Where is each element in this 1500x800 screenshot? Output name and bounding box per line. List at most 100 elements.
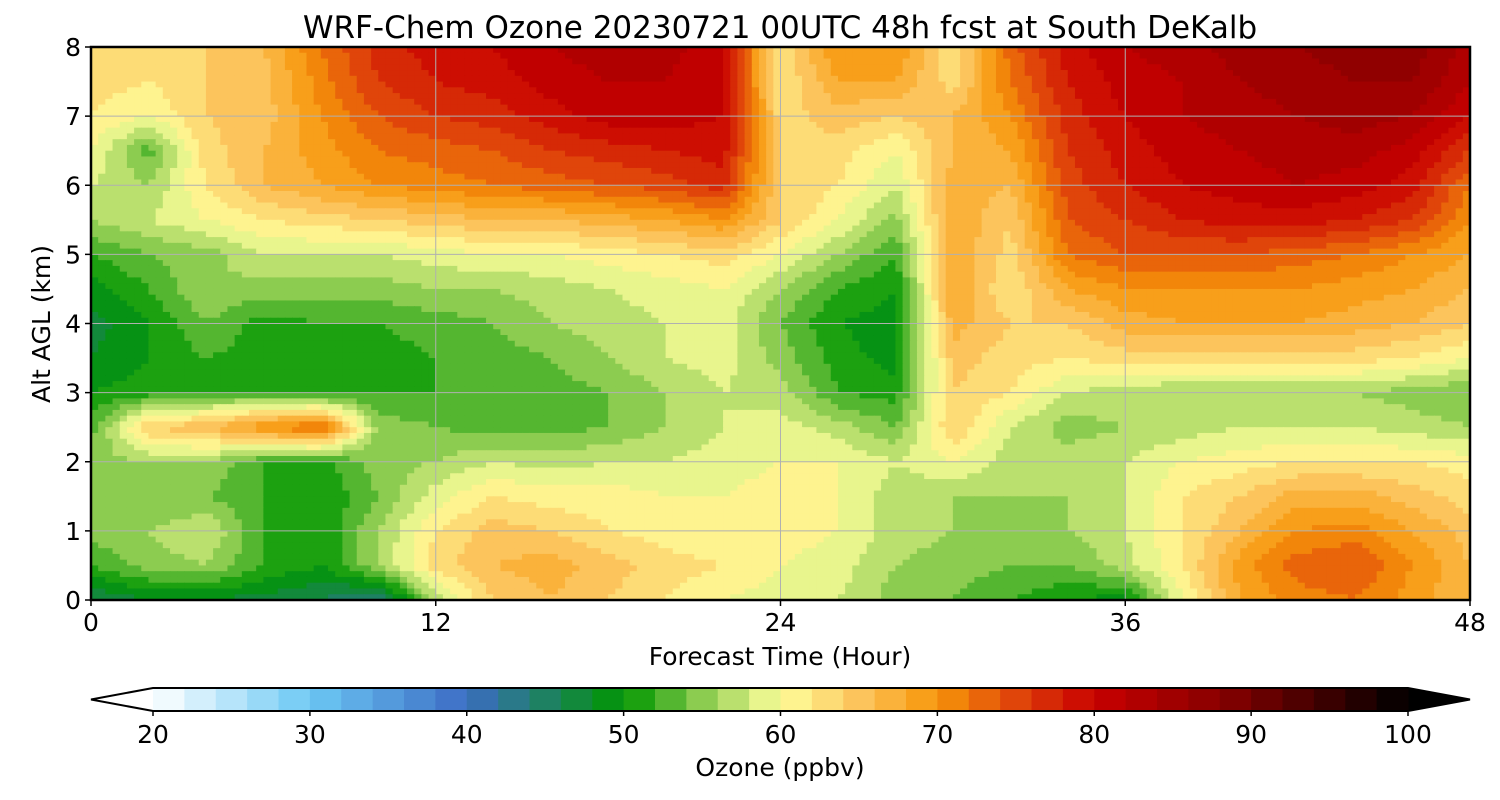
field-cell (1398, 59, 1406, 65)
field-cell (206, 53, 214, 59)
field-cell (184, 64, 192, 70)
field-cell (1089, 82, 1097, 88)
field-cell (335, 76, 343, 82)
field-cell (464, 82, 472, 88)
field-cell (917, 53, 925, 59)
field-cell (1018, 82, 1026, 88)
field-cell (543, 59, 551, 65)
field-cell (694, 76, 702, 82)
field-cell (1111, 76, 1119, 82)
field-cell (350, 70, 358, 76)
field-cell (1032, 64, 1040, 70)
field-cell (227, 76, 235, 82)
field-cell (1377, 82, 1385, 88)
field-cell (558, 64, 566, 70)
field-cell (1391, 64, 1399, 70)
field-cell (1147, 64, 1155, 70)
field-cell (1154, 82, 1162, 88)
field-cell (508, 76, 516, 82)
field-cell (1104, 70, 1112, 76)
field-cell (278, 87, 286, 93)
field-cell (874, 76, 882, 82)
field-cell (235, 76, 243, 82)
field-cell (615, 53, 623, 59)
field-cell (594, 70, 602, 76)
field-cell (1362, 64, 1370, 70)
field-cell (881, 70, 889, 76)
field-cell (249, 76, 257, 82)
field-cell (1384, 53, 1392, 59)
field-cell (1147, 53, 1155, 59)
field-cell (651, 82, 659, 88)
field-cell (967, 82, 975, 88)
field-cell (1398, 70, 1406, 76)
field-cell (1219, 76, 1227, 82)
field-cell (1283, 70, 1291, 76)
field-cell (982, 53, 990, 59)
field-cell (1369, 76, 1377, 82)
field-cell (98, 70, 106, 76)
field-cell (838, 76, 846, 82)
field-cell (1298, 53, 1306, 59)
field-cell (443, 64, 451, 70)
field-cell (479, 59, 487, 65)
field-cell (1305, 70, 1313, 76)
field-cell (1025, 76, 1033, 82)
field-cell (831, 53, 839, 59)
field-cell (278, 59, 286, 65)
field-cell (156, 59, 164, 65)
field-cell (536, 76, 544, 82)
field-cell (292, 76, 300, 82)
field-cell (543, 53, 551, 59)
field-cell (1369, 70, 1377, 76)
field-cell (1255, 64, 1263, 70)
field-cell (1434, 64, 1442, 70)
field-cell (1377, 70, 1385, 76)
field-cell (342, 53, 350, 59)
field-cell (1427, 64, 1435, 70)
field-cell (299, 64, 307, 70)
field-cell (536, 82, 544, 88)
field-cell (1305, 76, 1313, 82)
field-cell (644, 76, 652, 82)
field-cell (630, 76, 638, 82)
field-cell (917, 82, 925, 88)
field-cell (723, 64, 731, 70)
field-cell (587, 76, 595, 82)
field-cell (184, 82, 192, 88)
field-cell (1377, 64, 1385, 70)
field-cell (206, 64, 214, 70)
field-cell (594, 82, 602, 88)
field-cell (903, 70, 911, 76)
field-cell (220, 70, 228, 76)
field-cell (996, 64, 1004, 70)
field-cell (263, 53, 271, 59)
field-cell (1118, 82, 1126, 88)
field-cell (206, 87, 214, 93)
field-cell (1290, 82, 1298, 88)
field-cell (903, 59, 911, 65)
field-cell (1125, 53, 1133, 59)
field-cell (1161, 70, 1169, 76)
field-cell (910, 64, 918, 70)
field-cell (1290, 59, 1298, 65)
field-cell (895, 82, 903, 88)
field-cell (608, 53, 616, 59)
field-cell (1362, 76, 1370, 82)
field-cell (1082, 70, 1090, 76)
field-cell (1233, 82, 1241, 88)
field-cell (156, 87, 164, 93)
field-cell (773, 64, 781, 70)
field-cell (350, 76, 358, 82)
field-cell (1161, 82, 1169, 88)
field-cell (1061, 64, 1069, 70)
field-cell (917, 76, 925, 82)
field-cell (213, 82, 221, 88)
field-cell (745, 64, 753, 70)
field-cell (1334, 76, 1342, 82)
field-cell (996, 53, 1004, 59)
field-cell (917, 64, 925, 70)
field-cell (1097, 82, 1105, 88)
field-cell (271, 64, 279, 70)
field-cell (658, 59, 666, 65)
